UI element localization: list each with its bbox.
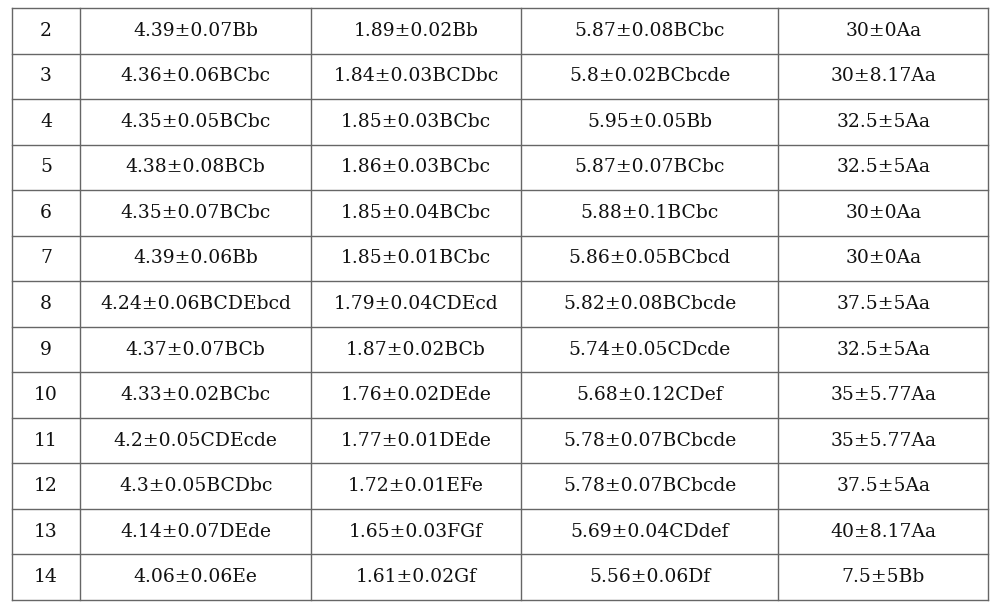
Text: 4.37±0.07BCb: 4.37±0.07BCb [126,340,266,359]
Text: 7: 7 [40,249,52,268]
Text: 4.35±0.07BCbc: 4.35±0.07BCbc [120,204,271,222]
Text: 32.5±5Aa: 32.5±5Aa [836,159,930,176]
Text: 5.8±0.02BCbcde: 5.8±0.02BCbcde [569,67,730,85]
Text: 4.35±0.05BCbc: 4.35±0.05BCbc [120,113,271,131]
Text: 1.85±0.03BCbc: 1.85±0.03BCbc [341,113,491,131]
Text: 4.2±0.05CDEcde: 4.2±0.05CDEcde [114,432,278,449]
Text: 1.65±0.03FGf: 1.65±0.03FGf [349,523,483,541]
Text: 1.61±0.02Gf: 1.61±0.02Gf [356,568,477,586]
Text: 1.86±0.03BCbc: 1.86±0.03BCbc [341,159,491,176]
Text: 4: 4 [40,113,52,131]
Text: 5.56±0.06Df: 5.56±0.06Df [589,568,710,586]
Text: 1.79±0.04CDEcd: 1.79±0.04CDEcd [334,295,498,313]
Text: 5.95±0.05Bb: 5.95±0.05Bb [587,113,712,131]
Text: 35±5.77Aa: 35±5.77Aa [830,432,936,449]
Text: 11: 11 [34,432,58,449]
Text: 30±0Aa: 30±0Aa [845,204,921,222]
Text: 32.5±5Aa: 32.5±5Aa [836,340,930,359]
Text: 1.89±0.02Bb: 1.89±0.02Bb [354,22,479,40]
Text: 12: 12 [34,477,58,495]
Text: 4.3±0.05BCDbc: 4.3±0.05BCDbc [119,477,272,495]
Text: 30±0Aa: 30±0Aa [845,249,921,268]
Text: 35±5.77Aa: 35±5.77Aa [830,386,936,404]
Text: 4.14±0.07DEde: 4.14±0.07DEde [120,523,271,541]
Text: 1.85±0.04BCbc: 1.85±0.04BCbc [341,204,491,222]
Text: 5.69±0.04CDdef: 5.69±0.04CDdef [570,523,729,541]
Text: 5.68±0.12CDef: 5.68±0.12CDef [576,386,723,404]
Text: 5.88±0.1BCbc: 5.88±0.1BCbc [581,204,719,222]
Text: 32.5±5Aa: 32.5±5Aa [836,113,930,131]
Text: 7.5±5Bb: 7.5±5Bb [842,568,925,586]
Text: 5: 5 [40,159,52,176]
Text: 4.33±0.02BCbc: 4.33±0.02BCbc [121,386,271,404]
Text: 4.39±0.06Bb: 4.39±0.06Bb [133,249,258,268]
Text: 5.78±0.07BCbcde: 5.78±0.07BCbcde [563,432,736,449]
Text: 1.77±0.01DEde: 1.77±0.01DEde [341,432,492,449]
Text: 1.72±0.01EFe: 1.72±0.01EFe [348,477,484,495]
Text: 1.76±0.02DEde: 1.76±0.02DEde [341,386,492,404]
Text: 9: 9 [40,340,52,359]
Text: 5.74±0.05CDcde: 5.74±0.05CDcde [569,340,731,359]
Text: 4.36±0.06BCbc: 4.36±0.06BCbc [121,67,271,85]
Text: 4.39±0.07Bb: 4.39±0.07Bb [133,22,258,40]
Text: 3: 3 [40,67,52,85]
Text: 13: 13 [34,523,58,541]
Text: 4.38±0.08BCb: 4.38±0.08BCb [126,159,266,176]
Text: 30±8.17Aa: 30±8.17Aa [830,67,936,85]
Text: 6: 6 [40,204,52,222]
Text: 5.78±0.07BCbcde: 5.78±0.07BCbcde [563,477,736,495]
Text: 4.24±0.06BCDEbcd: 4.24±0.06BCDEbcd [100,295,291,313]
Text: 1.87±0.02BCb: 1.87±0.02BCb [346,340,486,359]
Text: 10: 10 [34,386,58,404]
Text: 5.87±0.08BCbc: 5.87±0.08BCbc [575,22,725,40]
Text: 5.87±0.07BCbc: 5.87±0.07BCbc [575,159,725,176]
Text: 1.85±0.01BCbc: 1.85±0.01BCbc [341,249,491,268]
Text: 5.82±0.08BCbcde: 5.82±0.08BCbcde [563,295,736,313]
Text: 40±8.17Aa: 40±8.17Aa [830,523,936,541]
Text: 5.86±0.05BCbcd: 5.86±0.05BCbcd [569,249,731,268]
Text: 30±0Aa: 30±0Aa [845,22,921,40]
Text: 2: 2 [40,22,52,40]
Text: 8: 8 [40,295,52,313]
Text: 37.5±5Aa: 37.5±5Aa [836,477,930,495]
Text: 14: 14 [34,568,58,586]
Text: 1.84±0.03BCDbc: 1.84±0.03BCDbc [334,67,499,85]
Text: 4.06±0.06Ee: 4.06±0.06Ee [134,568,258,586]
Text: 37.5±5Aa: 37.5±5Aa [836,295,930,313]
